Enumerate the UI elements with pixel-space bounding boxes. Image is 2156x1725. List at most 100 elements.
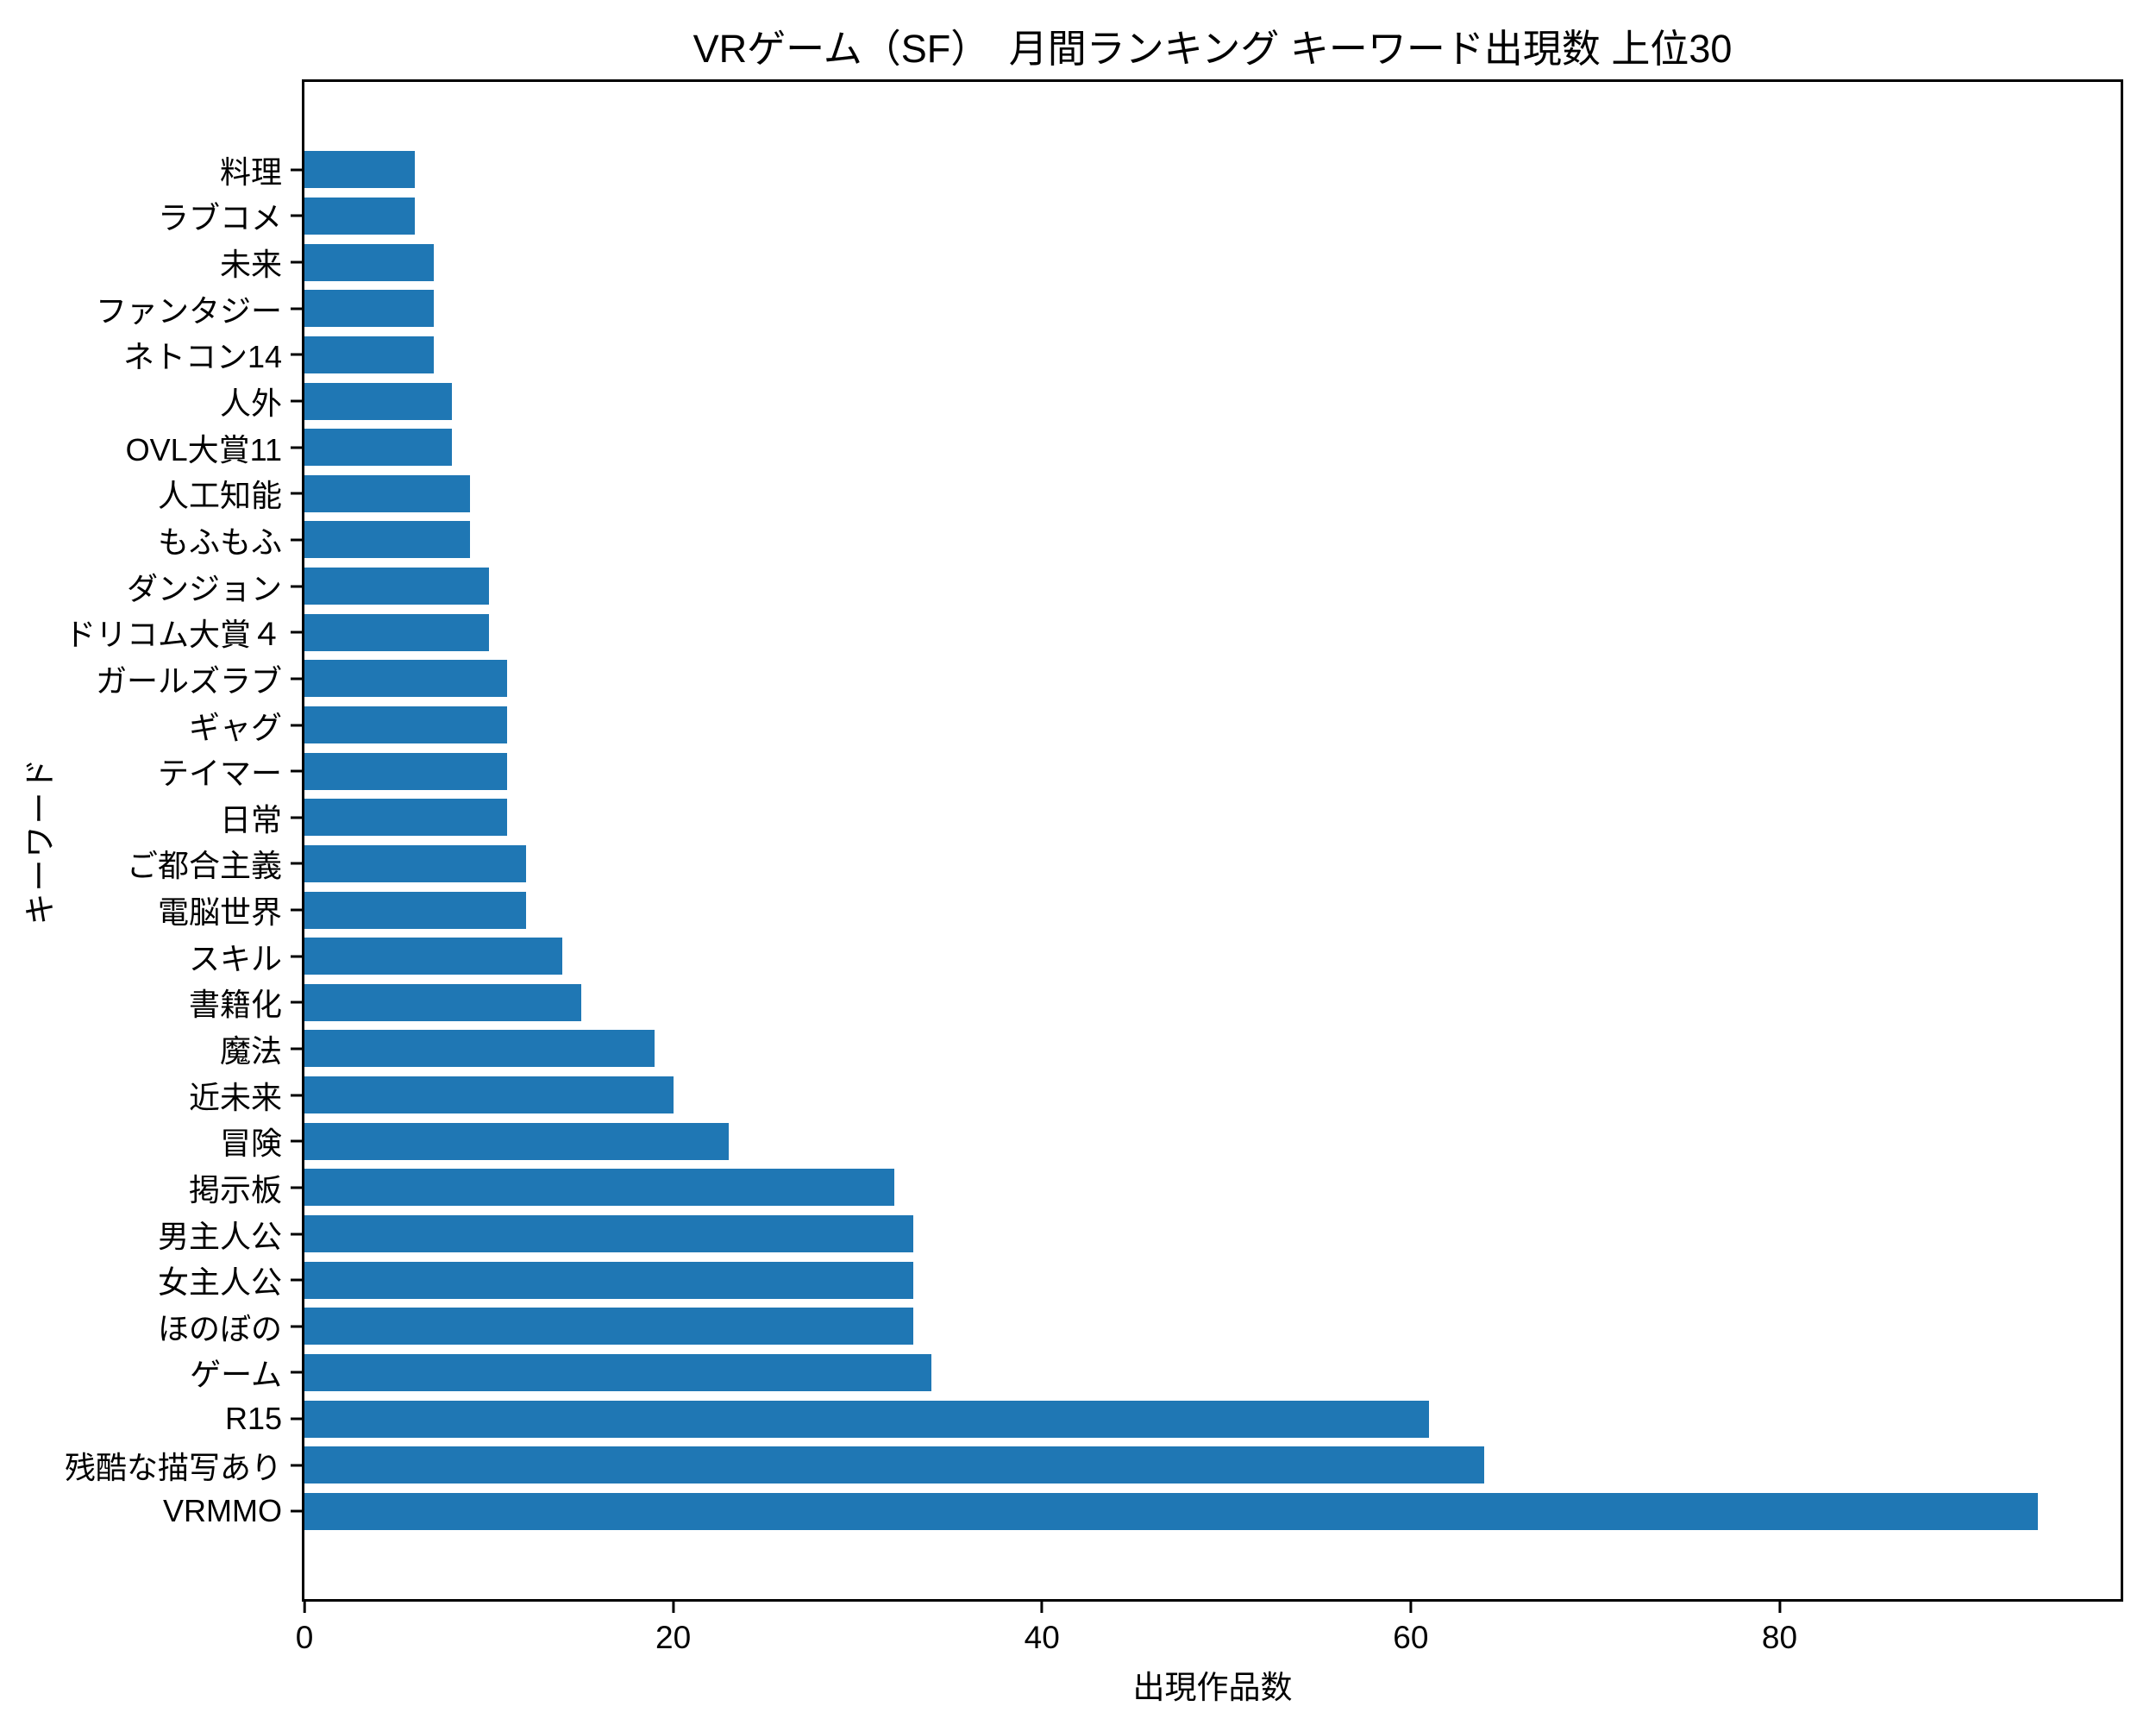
y-tick-mark — [291, 630, 302, 634]
y-tick-mark — [291, 1325, 302, 1328]
y-tick-mark — [291, 307, 302, 310]
bar — [304, 1076, 674, 1114]
bar-row: 女主人公 — [158, 1257, 2121, 1303]
y-tick-mark — [291, 816, 302, 819]
x-tick-mark — [1040, 1602, 1044, 1613]
y-tick-label: 書籍化 — [188, 987, 282, 1023]
y-tick-mark — [291, 399, 302, 403]
bar-row: 男主人公 — [158, 1211, 2121, 1258]
bar — [304, 799, 508, 837]
y-tick-label: ほのぼの — [157, 1310, 282, 1346]
y-tick-mark — [291, 446, 302, 449]
y-tick-label: 人外 — [219, 386, 282, 422]
bar — [304, 290, 434, 328]
y-tick-label: ドリコム大賞４ — [64, 617, 282, 653]
y-tick-label: ダンジョン — [126, 570, 282, 606]
x-tick-mark — [1777, 1602, 1781, 1613]
y-tick-mark — [291, 1464, 302, 1467]
bar — [304, 752, 508, 790]
bar-row: 未来 — [220, 239, 2121, 285]
y-tick-mark — [291, 677, 302, 681]
y-tick-mark — [291, 1417, 302, 1421]
bar-row: 料理 — [220, 147, 2121, 193]
chart-title: VRゲーム（SF） 月間ランキング キーワード出現数 上位30 — [693, 27, 1733, 71]
x-axis-label: 出現作品数 — [1132, 1670, 1293, 1705]
bar-row: 人工知能 — [158, 470, 2121, 517]
bar — [304, 1353, 931, 1391]
y-tick-mark — [291, 585, 302, 588]
y-tick-mark — [291, 353, 302, 356]
y-tick-label: スキル — [188, 940, 282, 976]
bar — [304, 660, 508, 698]
y-tick-label: ネトコン14 — [122, 339, 282, 375]
bar — [304, 706, 508, 743]
bar — [304, 1030, 655, 1068]
bar — [304, 151, 416, 189]
bar — [304, 197, 416, 235]
bar — [304, 844, 526, 882]
bar — [304, 1261, 913, 1299]
y-tick-label: ガールズラブ — [95, 662, 282, 699]
bar — [304, 521, 471, 559]
bar-row: 書籍化 — [189, 980, 2121, 1026]
y-tick-label: ゲーム — [190, 1357, 282, 1393]
y-tick-mark — [291, 492, 302, 495]
y-tick-label: 近未来 — [188, 1079, 282, 1115]
x-tick: 0 — [295, 1602, 314, 1656]
y-tick-label: 未来 — [219, 247, 282, 283]
bar — [304, 1308, 913, 1346]
y-tick-mark — [291, 1509, 302, 1513]
y-tick-label: 魔法 — [219, 1032, 282, 1069]
bar — [304, 938, 563, 975]
x-tick-mark — [303, 1602, 306, 1613]
bar — [304, 1492, 2038, 1530]
x-tick-label: 0 — [295, 1620, 314, 1655]
y-tick-label: ご都合主義 — [126, 848, 282, 884]
y-tick-mark — [291, 214, 302, 217]
bar-row: 人外 — [220, 378, 2121, 424]
bar-row: スキル — [189, 933, 2121, 980]
bar-row: 魔法 — [220, 1026, 2121, 1072]
x-tick-label: 80 — [1761, 1620, 1798, 1655]
y-tick-label: R15 — [224, 1401, 282, 1437]
y-tick-label: ファンタジー — [95, 292, 282, 329]
x-tick-mark — [1409, 1602, 1413, 1613]
bar — [304, 891, 526, 929]
y-tick-label: 日常 — [219, 801, 282, 837]
bar — [304, 568, 489, 605]
bar-row: ガールズラブ — [96, 656, 2121, 702]
bar-row: 掲示板 — [189, 1164, 2121, 1211]
y-tick-mark — [291, 1047, 302, 1051]
bar-row: 電脳世界 — [158, 887, 2121, 933]
y-tick-mark — [291, 908, 302, 912]
y-tick-mark — [291, 1233, 302, 1236]
x-tick: 20 — [655, 1602, 691, 1656]
bar-row: VRMMO — [163, 1489, 2121, 1535]
bar-row: 近未来 — [189, 1072, 2121, 1119]
y-axis-label: キーワード — [22, 756, 58, 925]
x-tick-mark — [672, 1602, 675, 1613]
y-tick-label: 男主人公 — [157, 1218, 282, 1254]
y-tick-label: OVL大賞11 — [125, 431, 282, 467]
x-tick: 60 — [1393, 1602, 1428, 1656]
bar — [304, 1446, 1485, 1484]
bar — [304, 429, 453, 467]
bar-row: ご都合主義 — [127, 841, 2121, 888]
bar-row: テイマー — [158, 748, 2121, 794]
y-tick-mark — [291, 724, 302, 726]
bar-row: ドリコム大賞４ — [65, 609, 2121, 656]
x-tick-label: 20 — [655, 1620, 692, 1655]
bar-row: もふもふ — [158, 517, 2121, 563]
y-tick-label: 電脳世界 — [157, 894, 282, 931]
bar — [304, 474, 471, 512]
y-tick-label: テイマー — [157, 756, 282, 792]
y-tick-mark — [291, 1094, 302, 1097]
bar — [304, 1400, 1430, 1438]
bar — [304, 1122, 729, 1160]
bar — [304, 382, 453, 420]
y-tick-label: ラブコメ — [157, 200, 282, 236]
bar — [304, 1215, 913, 1253]
y-tick-mark — [291, 1139, 302, 1143]
bar-row: 冒険 — [220, 1118, 2121, 1164]
